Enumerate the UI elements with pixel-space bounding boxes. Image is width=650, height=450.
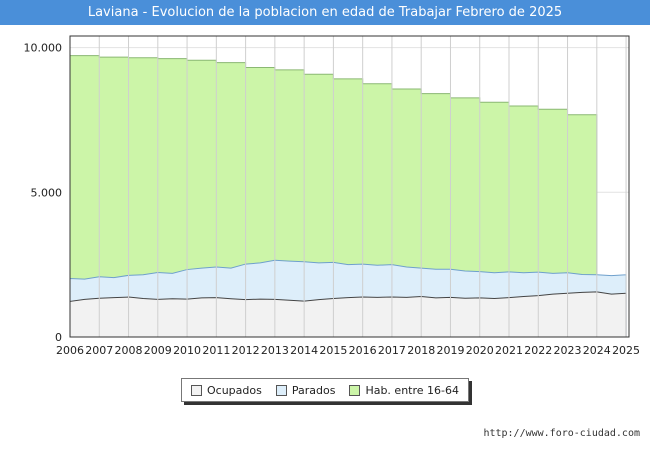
x-tick-label: 2017 [378,344,406,355]
x-tick-label: 2018 [407,344,435,355]
x-tick-label: 2023 [554,344,582,355]
legend: Ocupados Parados Hab. entre 16-64 [181,378,469,402]
legend-label-parados: Parados [291,383,336,397]
x-tick-label: 2019 [436,344,464,355]
legend-item-ocupados: Ocupados [190,383,262,397]
x-tick-label: 2024 [583,344,611,355]
x-tick-label: 2014 [290,344,318,355]
x-tick-label: 2008 [115,344,143,355]
legend-item-parados: Parados [275,383,336,397]
x-tick-label: 2012 [232,344,260,355]
x-tick-label: 2021 [495,344,523,355]
x-tick-label: 2020 [466,344,494,355]
x-tick-label: 2007 [85,344,113,355]
y-tick-label: 5.000 [31,186,63,199]
x-tick-label: 2006 [56,344,84,355]
x-tick-label: 2025 [612,344,640,355]
legend-swatch-ocupados [190,384,202,396]
x-tick-label: 2011 [202,344,230,355]
x-tick-label: 2015 [319,344,347,355]
y-tick-label: 0 [55,331,62,344]
x-tick-label: 2016 [349,344,377,355]
legend-label-hab: Hab. entre 16-64 [365,383,459,397]
x-tick-label: 2009 [144,344,172,355]
y-tick-label: 10.000 [24,42,63,55]
plot-border [69,35,630,338]
x-tick-label: 2013 [261,344,289,355]
legend-item-hab: Hab. entre 16-64 [349,384,459,397]
chart-canvas: 0 5.000 10.000 2006 2007 2008 2009 2010 2011 2012… [24,35,640,355]
x-tick-label: 2010 [173,344,201,355]
series-area-ocupados [69,291,627,338]
legend-label-ocupados: Ocupados [206,383,262,397]
legend-swatch-parados [275,384,287,396]
footer-url[interactable]: http://www.foro-ciudad.com [483,428,640,439]
x-tick-label: 2022 [524,344,552,355]
legend-swatch-hab [349,384,361,396]
chart-title: Laviana - Evolucion de la poblacion en e… [0,0,650,25]
